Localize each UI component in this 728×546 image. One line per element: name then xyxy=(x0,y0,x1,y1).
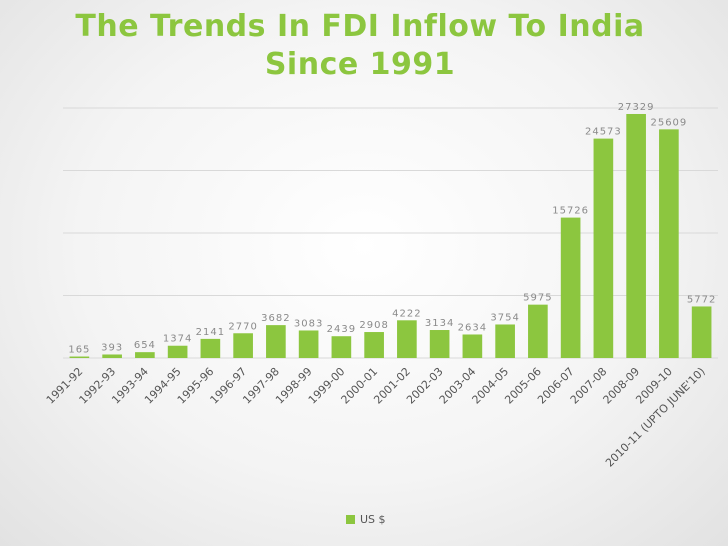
bar-1994-95 xyxy=(167,345,188,358)
bar-1991-92 xyxy=(69,356,90,358)
data-label-1994-95: 1374 xyxy=(163,334,192,345)
bar-2009-10 xyxy=(659,129,679,358)
bar-2001-02 xyxy=(397,320,417,358)
bar-1993-94 xyxy=(135,352,155,358)
bar-1995-96 xyxy=(200,338,221,358)
legend-label: US $ xyxy=(360,513,386,526)
bar-2005-06 xyxy=(528,304,548,358)
bar-1992-93 xyxy=(102,354,122,358)
data-label-1993-94: 654 xyxy=(134,340,156,351)
data-label-1991-92: 165 xyxy=(68,345,90,356)
bar-2010-11 (UPTO JUNE'10) xyxy=(691,306,712,358)
bar-2002-03 xyxy=(429,330,450,358)
bar-2003-04 xyxy=(462,334,483,358)
data-label-1995-96: 2141 xyxy=(196,327,225,338)
data-label-2009-10: 25609 xyxy=(650,117,687,128)
chart-title-line1: The Trends In FDI Inflow To India xyxy=(75,9,645,44)
chart-title-line2: Since 1991 xyxy=(264,47,456,82)
data-label-2006-07: 15726 xyxy=(552,206,589,217)
bar-1997-98 xyxy=(266,325,286,358)
data-label-1999-00: 2439 xyxy=(327,324,356,335)
bar-2007-08 xyxy=(593,138,614,358)
data-label-2001-02: 4222 xyxy=(392,308,421,319)
data-label-2000-01: 2908 xyxy=(359,320,388,331)
data-label-2003-04: 2634 xyxy=(458,322,487,333)
data-label-2010-11 (UPTO JUNE'10): 5772 xyxy=(687,294,716,305)
bar-1996-97 xyxy=(233,333,253,358)
data-label-2008-09: 27329 xyxy=(618,102,655,113)
bar-2006-07 xyxy=(560,217,581,358)
bar-2004-05 xyxy=(495,324,515,358)
legend-swatch xyxy=(346,515,355,524)
chart-title: The Trends In FDI Inflow To India Since … xyxy=(60,8,660,84)
data-label-1998-99: 3083 xyxy=(294,318,323,329)
bar-2008-09 xyxy=(626,113,646,358)
data-label-2005-06: 5975 xyxy=(523,293,552,304)
data-label-2007-08: 24573 xyxy=(585,127,622,138)
data-label-2004-05: 3754 xyxy=(490,312,519,323)
data-label-2002-03: 3134 xyxy=(425,318,454,329)
bar-1998-99 xyxy=(298,330,319,358)
bar-1999-00 xyxy=(331,336,352,358)
bar-2000-01 xyxy=(364,332,384,358)
data-label-1992-93: 393 xyxy=(101,342,123,353)
data-label-1996-97: 2770 xyxy=(228,321,257,332)
data-label-1997-98: 3682 xyxy=(261,313,290,324)
